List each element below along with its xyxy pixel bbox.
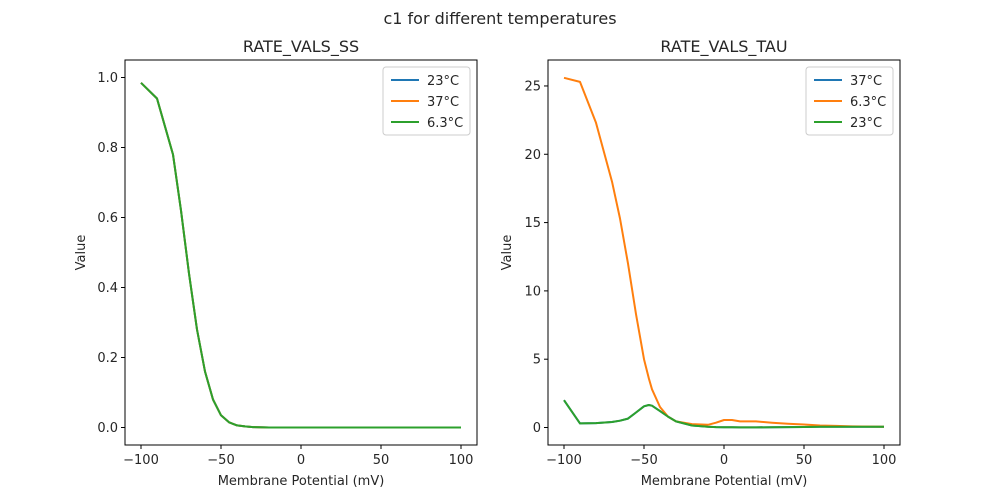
y-tick-label: 10 (524, 284, 541, 299)
y-tick-label: 25 (524, 79, 541, 94)
y-tick-label: 0 (533, 421, 541, 436)
y-axis-label: Value (74, 235, 89, 271)
y-tick-label: 5 (533, 353, 541, 368)
x-axis-label: Membrane Potential (mV) (218, 474, 385, 489)
legend-frame (382, 66, 471, 136)
x-tick-label: 100 (872, 453, 897, 468)
legend: 23°C 37°C 6.3°C (382, 66, 471, 136)
x-axis-label: Membrane Potential (mV) (641, 474, 808, 489)
legend-label: 6.3°C (850, 95, 886, 110)
legend-label: 37°C (427, 95, 459, 110)
y-tick-label: 0.6 (97, 211, 118, 226)
x-tick-label: −50 (630, 453, 657, 468)
y-tick-label: 0.2 (97, 351, 118, 366)
y-axis-label: Value (500, 235, 515, 271)
series-line (563, 399, 884, 429)
legend-label: 37°C (850, 74, 882, 89)
subplot-title: RATE_VALS_TAU (660, 37, 787, 57)
x-tick-label: −50 (207, 453, 234, 468)
subplot-title: RATE_VALS_SS (243, 37, 359, 57)
x-tick-label: 0 (720, 453, 728, 468)
series-line (563, 76, 885, 428)
x-tick-label: 0 (297, 453, 305, 468)
y-tick-label: 20 (524, 148, 541, 163)
y-tick-label: 0.4 (97, 281, 118, 296)
series-line (140, 82, 461, 429)
legend-label: 23°C (850, 116, 882, 131)
x-tick-label: 100 (449, 453, 474, 468)
y-tick-label: 0.0 (97, 421, 118, 436)
axes-frame (124, 59, 478, 446)
axes-frame (547, 59, 901, 446)
y-tick-label: 0.8 (97, 141, 118, 156)
x-tick-label: −100 (123, 453, 159, 468)
legend: 37°C 6.3°C 23°C (805, 66, 894, 136)
subplot-rate-vals-ss: RATE_VALS_SS −100 −50 0 50 100 0.0 0.2 0.4 0.6 0… (74, 37, 478, 489)
y-tick-label: 1.0 (97, 71, 118, 86)
y-tick-label: 15 (524, 216, 541, 231)
x-tick-label: 50 (796, 453, 813, 468)
subplot-rate-vals-tau: RATE_VALS_TAU −100 −50 0 50 100 0 5 10 15 20 25 M… (500, 37, 901, 489)
x-tick-label: −100 (546, 453, 582, 468)
legend-frame (805, 66, 894, 136)
x-tick-label: 50 (373, 453, 390, 468)
figure-suptitle: c1 for different temperatures (383, 9, 616, 28)
legend-label: 23°C (427, 74, 459, 89)
legend-label: 6.3°C (427, 116, 463, 131)
